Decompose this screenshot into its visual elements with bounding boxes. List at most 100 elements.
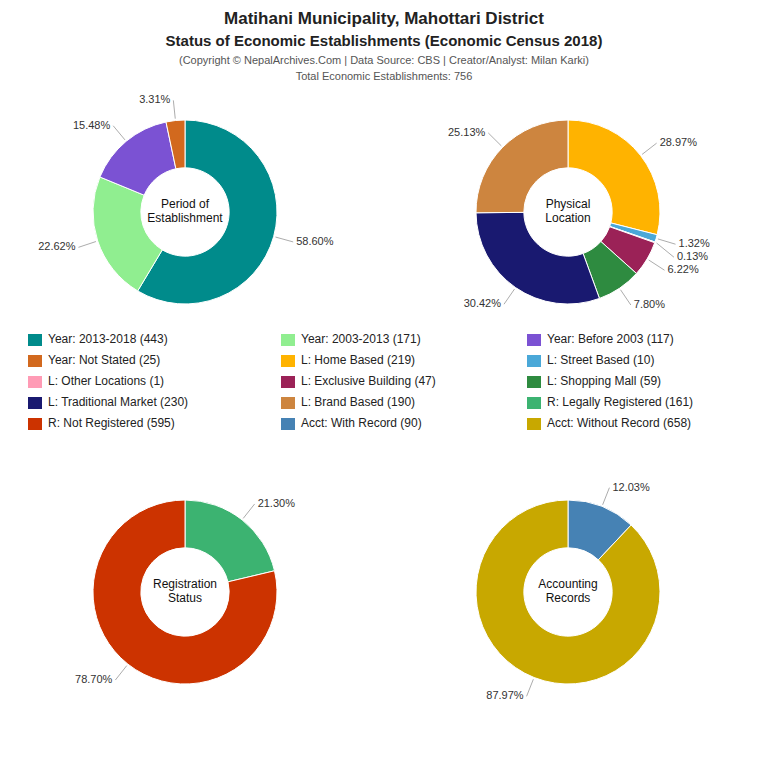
legend-item: Acct: Without Record (658) [527,416,691,430]
leader-line [658,239,676,244]
legend-label: Year: 2003-2013 (171) [301,332,421,346]
legend-item: R: Not Registered (595) [28,416,175,430]
legend-swatch [281,397,295,409]
legend-item: L: Home Based (219) [281,353,415,367]
data-label: 28.97% [660,136,698,148]
legend-swatch [281,334,295,346]
center-label-line: Period of [161,197,210,211]
center-label-line: Physical [546,197,591,211]
legend-swatch [281,376,295,388]
legend-label: R: Legally Registered (161) [547,395,693,409]
legend-label: L: Home Based (219) [301,353,415,367]
legend-swatch [527,397,541,409]
center-label-line: Accounting [538,577,597,591]
pie-chart: RegistrationStatus 21.30% 78.70% [75,497,295,685]
pie-chart: Period ofEstablishment 58.60% 22.62% 15.48%… [38,93,334,304]
legend-swatch [28,418,42,430]
legend-item: L: Brand Based (190) [281,395,415,409]
legend-item: L: Street Based (10) [527,353,654,367]
legend-label: Acct: Without Record (658) [547,416,691,430]
slices [476,500,660,684]
chart-canvas: Matihani Municipality, Mahottari Distric… [0,0,768,768]
leader-line [504,289,514,304]
center-label: RegistrationStatus [153,577,217,605]
pie-chart: PhysicalLocation 28.97% 1.32%0.13%6.22% 7.8… [448,120,710,310]
chart-subtitle: (Copyright © NepalArchives.Com | Data So… [179,54,589,66]
data-label: 12.03% [612,481,650,493]
center-label-line: Status [168,591,202,605]
legend-item: R: Legally Registered (161) [527,395,693,409]
legend-item: Year: Before 2003 (117) [527,332,674,346]
data-label: 0.13% [677,250,708,262]
legend-item: L: Exclusive Building (47) [281,374,436,388]
slices [93,500,277,684]
data-label: 25.13% [448,126,486,138]
leader-line [115,666,126,680]
center-label-line: Establishment [147,211,223,225]
data-label: 78.70% [75,673,113,685]
pie-slice [93,500,277,684]
leader-line [657,243,674,257]
legend-swatch [281,418,295,430]
legend-label: L: Brand Based (190) [301,395,415,409]
legend-item: L: Traditional Market (230) [28,395,188,409]
legend-swatch [281,355,295,367]
slices [93,120,277,304]
data-label: 21.30% [258,497,296,509]
legend-label: Acct: With Record (90) [301,416,422,430]
legend-label: L: Traditional Market (230) [48,395,188,409]
center-label-line: Records [546,591,591,605]
legend-item: Year: 2013-2018 (443) [28,332,168,346]
legend-label: L: Shopping Mall (59) [547,374,661,388]
leader-line [275,237,293,242]
data-labels: 28.97%1.32%0.13%6.22%7.80%30.42%25.13% [448,126,710,310]
pie-slice [166,120,185,169]
legend-item: Acct: With Record (90) [281,416,422,430]
center-label-line: Registration [153,577,217,591]
leader-line [78,242,95,248]
legend-swatch [527,355,541,367]
leader-line [527,679,534,696]
leader-line [243,504,254,518]
data-labels: 21.30% 78.70% [75,497,295,685]
legend-label: L: Exclusive Building (47) [301,374,436,388]
chart-title: Matihani Municipality, Mahottari Distric… [224,9,544,28]
leader-line [642,143,657,154]
data-label: 22.62% [38,240,76,252]
pie-slice [476,212,599,304]
legend-item: L: Other Locations (1) [28,374,164,388]
legend-swatch [527,418,541,430]
legend-label: Year: Not Stated (25) [48,353,160,367]
legend-swatch [527,334,541,346]
center-label: Period ofEstablishment [147,197,223,225]
data-labels: 12.03% 87.97% [486,481,650,702]
legend-swatch [28,355,42,367]
pie-slice [100,122,176,195]
data-label: 7.80% [634,298,665,310]
pie-slice [185,500,275,582]
center-label-line: Location [545,211,590,225]
data-label: 6.22% [667,263,698,275]
chart-title: Status of Economic Establishments (Econo… [166,32,603,49]
data-label: 87.97% [486,689,524,701]
legend-label: L: Street Based (10) [547,353,654,367]
legend-swatch [28,376,42,388]
legend-swatch [527,376,541,388]
slices [476,120,660,304]
leader-line [488,133,501,146]
data-label: 3.31% [139,93,170,105]
data-label: 1.32% [679,237,710,249]
legend-label: Year: 2013-2018 (443) [48,332,168,346]
data-label: 15.48% [73,119,111,131]
pie-slice [93,177,162,291]
data-labels: 58.60% 22.62% 15.48% 3.31% [38,93,334,252]
leader-line [173,100,175,118]
leader-line [649,260,665,270]
data-label: 58.60% [296,235,334,247]
pie-slice [476,500,660,684]
chart-subtitle: Total Economic Establishments: 756 [296,70,473,82]
center-label: PhysicalLocation [545,197,590,225]
leader-line [603,488,610,505]
legend-item: Year: Not Stated (25) [28,353,160,367]
legend: Year: 2013-2018 (443) Year: 2003-2013 (17… [28,332,693,430]
